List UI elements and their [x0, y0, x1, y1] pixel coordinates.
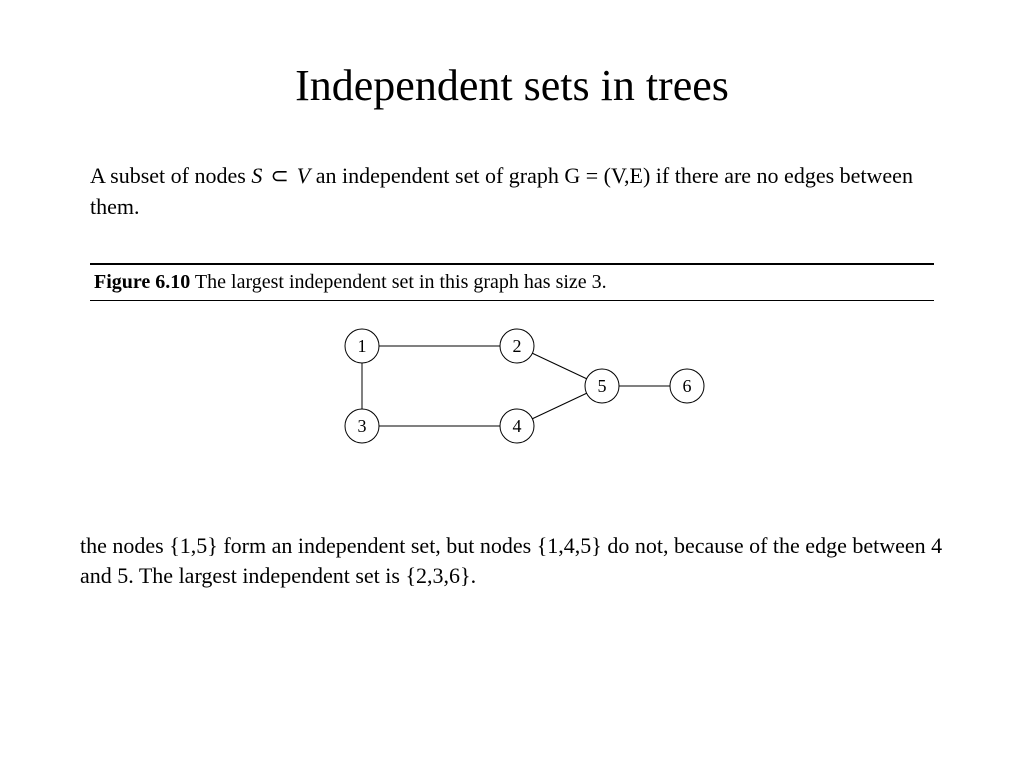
graph-edge — [532, 393, 586, 419]
figure-container: Figure 6.10 The largest independent set … — [90, 263, 934, 471]
definition-text: A subset of nodes S⊂V an independent set… — [80, 161, 944, 223]
figure-caption: Figure 6.10 The largest independent set … — [90, 263, 934, 301]
figure-caption-text: The largest independent set in this grap… — [190, 271, 606, 293]
graph-diagram: 1 2 3 4 5 6 — [302, 311, 722, 461]
math-symbol-s: S — [251, 163, 262, 188]
graph-node-label: 5 — [598, 376, 607, 396]
graph-node-label: 1 — [358, 336, 367, 356]
explanation-text: the nodes {1,5} form an independent set,… — [80, 531, 944, 593]
graph-area: 1 2 3 4 5 6 — [90, 311, 934, 471]
definition-part1: A subset of nodes — [90, 163, 251, 188]
graph-node-label: 6 — [683, 376, 692, 396]
math-symbol-v: V — [297, 163, 310, 188]
page-title: Independent sets in trees — [80, 60, 944, 111]
subset-symbol: ⊂ — [262, 163, 296, 188]
graph-node-label: 4 — [513, 416, 522, 436]
graph-node-label: 2 — [513, 336, 522, 356]
graph-node-label: 3 — [358, 416, 367, 436]
figure-label: Figure 6.10 — [94, 271, 190, 293]
graph-edge — [532, 353, 586, 379]
